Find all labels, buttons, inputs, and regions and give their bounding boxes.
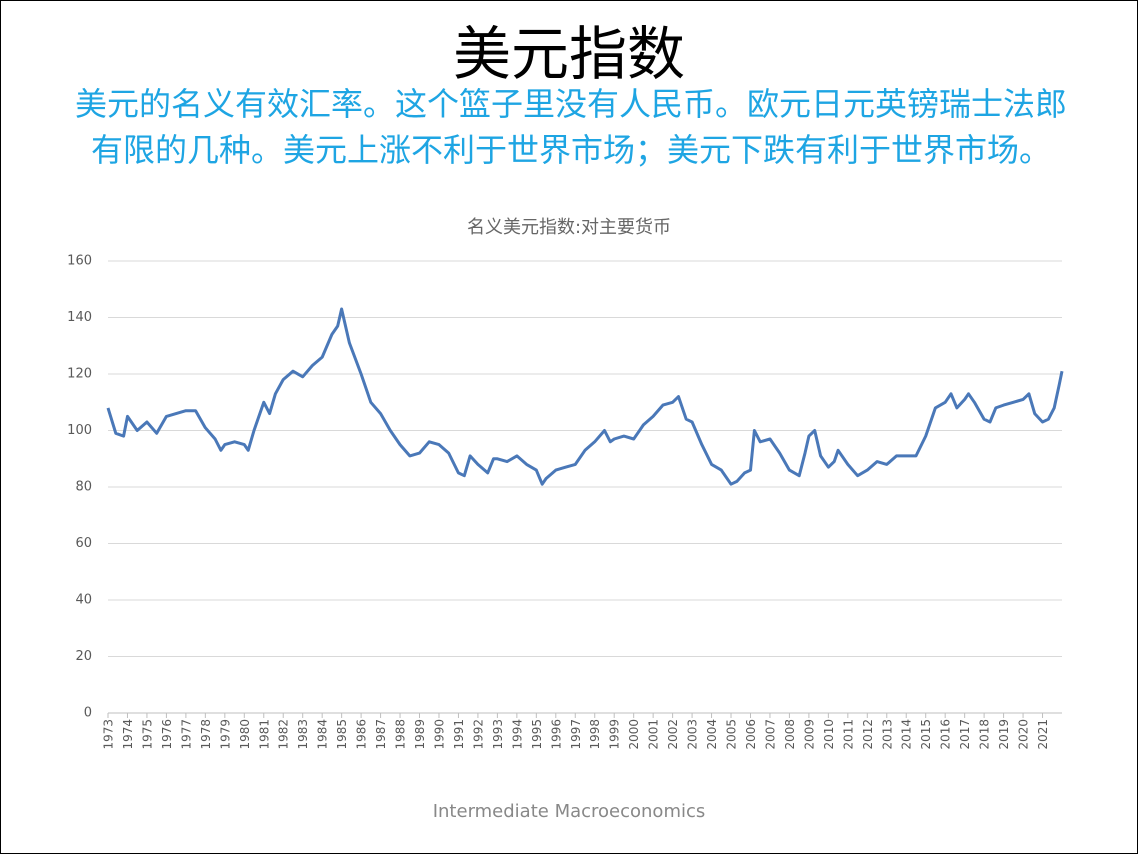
x-tick-label: 1986 (355, 719, 369, 750)
x-tick-label: 1977 (179, 719, 193, 750)
y-tick-label: 60 (75, 536, 92, 551)
y-tick-label: 120 (67, 367, 92, 382)
x-tick-label: 2004 (705, 719, 719, 750)
data-line (106, 307, 1064, 486)
x-tick-label: 2015 (919, 719, 933, 750)
x-tick-label: 1984 (316, 719, 330, 750)
x-tick-label: 1999 (608, 719, 622, 750)
x-tick-label: 2021 (1036, 719, 1050, 750)
x-tick-label: 1976 (160, 719, 174, 750)
x-tick-label: 1980 (238, 719, 252, 750)
x-tick-label: 1982 (277, 719, 291, 750)
x-tick-label: 1990 (432, 719, 446, 750)
x-tick-label: 2006 (744, 719, 758, 750)
slide-subtitle: 美元的名义有效汇率。这个篮子里没有人民币。欧元日元英镑瑞士法郎有限的几种。美元上… (74, 85, 1067, 169)
x-tick-label: 2001 (647, 719, 661, 750)
x-tick-label: 2019 (997, 719, 1011, 750)
x-tick-label: 2000 (627, 719, 641, 750)
x-tick-label: 1988 (394, 719, 408, 750)
x-tick-label: 2003 (686, 719, 700, 750)
x-tick-label: 2011 (841, 719, 855, 750)
x-tick-label: 1989 (413, 719, 427, 750)
y-tick-label: 20 (75, 649, 92, 664)
x-tick-label: 1993 (491, 719, 505, 750)
x-tick-label: 1981 (257, 719, 271, 750)
x-tick-label: 1987 (374, 719, 388, 750)
y-tick-label: 80 (75, 480, 92, 495)
x-tick-label: 2014 (900, 719, 914, 750)
x-tick-label: 2002 (666, 719, 680, 750)
slide-title: 美元指数 (452, 20, 685, 88)
x-tick-label: 2008 (783, 719, 797, 750)
x-tick-label: 1992 (471, 719, 485, 750)
x-tick-label: 1995 (530, 719, 544, 750)
x-tick-label: 1996 (549, 719, 563, 750)
y-tick-label: 160 (67, 254, 92, 269)
x-tick-label: 2005 (725, 719, 739, 750)
x-tick-label: 1973 (102, 719, 116, 750)
x-tick-label: 1994 (510, 719, 524, 750)
footer: Intermediate Macroeconomics (432, 801, 706, 822)
x-tick-label: 2018 (978, 719, 992, 750)
x-tick-label: 1975 (140, 719, 154, 750)
y-tick-label: 0 (84, 706, 92, 721)
x-tick-label: 1991 (452, 719, 466, 750)
x-tick-label: 1978 (199, 719, 213, 750)
y-tick-label: 100 (67, 423, 92, 438)
x-tick-label: 1985 (335, 719, 349, 750)
y-tick-label: 40 (75, 593, 92, 608)
x-tick-label: 2013 (880, 719, 894, 750)
y-tick-label: 140 (67, 310, 92, 325)
x-tick-label: 2009 (802, 719, 816, 750)
x-tick-label: 2012 (861, 719, 875, 750)
x-tick-label: 1997 (569, 719, 583, 750)
x-tick-label: 1983 (296, 719, 310, 750)
x-tick-label: 2017 (958, 719, 972, 750)
x-tick-label: 2010 (822, 719, 836, 750)
x-tick-label: 2016 (939, 719, 953, 750)
x-tick-label: 1979 (218, 719, 232, 750)
x-tick-label: 1974 (121, 719, 135, 750)
x-tick-label: 2007 (763, 719, 777, 750)
chart-title: 名义美元指数:对主要货币 (467, 217, 671, 238)
x-tick-label: 2020 (1017, 719, 1031, 750)
x-tick-label: 1998 (588, 719, 602, 750)
